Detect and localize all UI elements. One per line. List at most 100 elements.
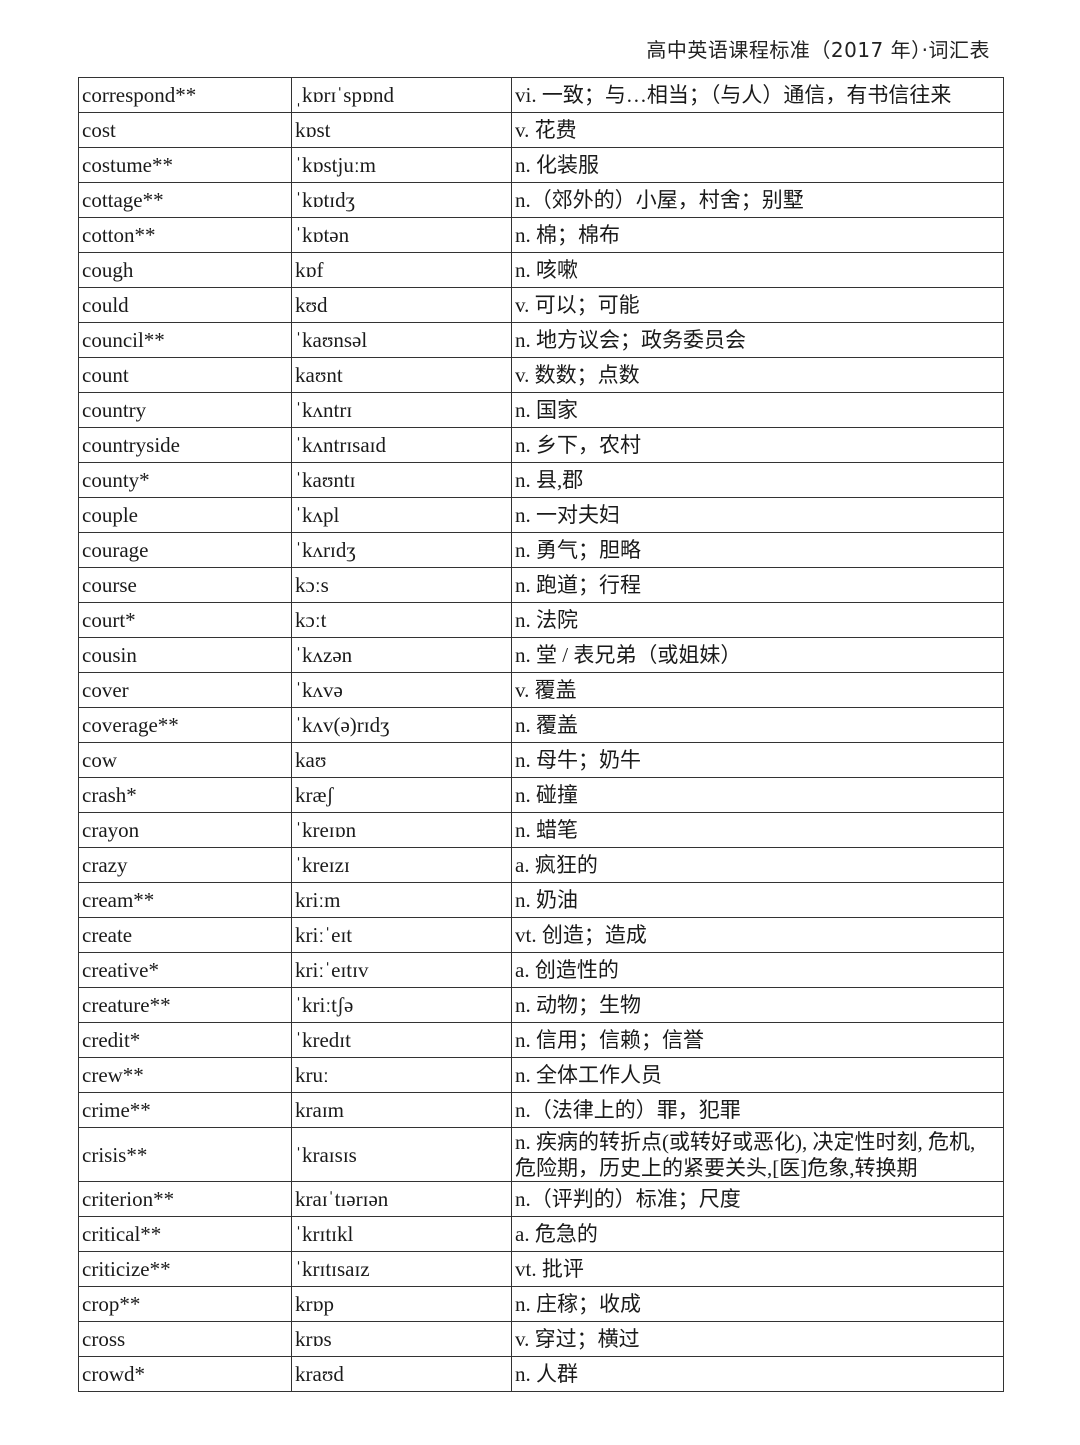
- definition-cell: n. 奶油: [511, 882, 1004, 918]
- definition-cell: v. 覆盖: [511, 672, 1004, 708]
- definition-cell: vt. 创造；造成: [511, 917, 1004, 953]
- table-row: costume** ˈkɒstjuːm n. 化装服: [78, 147, 1004, 183]
- definition-cell: n. 化装服: [511, 147, 1004, 183]
- definition-cell: a. 疯狂的: [511, 847, 1004, 883]
- table-row: cousin ˈkʌzən n. 堂 / 表兄弟（或姐妹）: [78, 637, 1004, 673]
- table-row: credit* ˈkredɪt n. 信用；信赖；信誉: [78, 1022, 1004, 1058]
- word-cell: could: [78, 287, 292, 323]
- phonetic-cell: ˈkʌntrɪsaɪd: [291, 427, 512, 463]
- table-row: council** ˈkaʊnsəl n. 地方议会；政务委员会: [78, 322, 1004, 358]
- word-cell: criticize**: [78, 1251, 292, 1287]
- table-row: create kriːˈeɪt vt. 创造；造成: [78, 917, 1004, 953]
- definition-cell: n. 母牛；奶牛: [511, 742, 1004, 778]
- definition-cell: n. 国家: [511, 392, 1004, 428]
- definition-cell: n. 疾病的转折点(或转好或恶化), 决定性时刻, 危机, 危险期，历史上的紧要…: [511, 1127, 1004, 1182]
- table-row: crime** kraɪm n.（法律上的）罪，犯罪: [78, 1092, 1004, 1128]
- table-row: crowd* kraʊd n. 人群: [78, 1356, 1004, 1392]
- definition-cell: n. 跑道；行程: [511, 567, 1004, 603]
- word-cell: coverage**: [78, 707, 292, 743]
- definition-cell: n. 庄稼；收成: [511, 1286, 1004, 1322]
- word-cell: countryside: [78, 427, 292, 463]
- word-cell: courage: [78, 532, 292, 568]
- phonetic-cell: ˈkaʊnsəl: [291, 322, 512, 358]
- phonetic-cell: kriːˈeɪt: [291, 917, 512, 953]
- phonetic-cell: kaʊ: [291, 742, 512, 778]
- definition-cell: n. 动物；生物: [511, 987, 1004, 1023]
- word-cell: country: [78, 392, 292, 428]
- table-row: course kɔːs n. 跑道；行程: [78, 567, 1004, 603]
- table-row: count kaʊnt v. 数数；点数: [78, 357, 1004, 393]
- word-cell: cough: [78, 252, 292, 288]
- word-cell: course: [78, 567, 292, 603]
- phonetic-cell: kɒst: [291, 112, 512, 148]
- table-row: cough kɒf n. 咳嗽: [78, 252, 1004, 288]
- table-row: creative* kriːˈeɪtɪv a. 创造性的: [78, 952, 1004, 988]
- phonetic-cell: ˈkaʊntɪ: [291, 462, 512, 498]
- definition-cell: a. 创造性的: [511, 952, 1004, 988]
- word-cell: couple: [78, 497, 292, 533]
- table-row: couple ˈkʌpl n. 一对夫妇: [78, 497, 1004, 533]
- phonetic-cell: ˈkredɪt: [291, 1022, 512, 1058]
- phonetic-cell: ˈkɒstjuːm: [291, 147, 512, 183]
- word-cell: cost: [78, 112, 292, 148]
- definition-cell: n. 勇气；胆略: [511, 532, 1004, 568]
- word-cell: cottage**: [78, 182, 292, 218]
- phonetic-cell: kɒf: [291, 252, 512, 288]
- table-row: crayon ˈkreɪɒn n. 蜡笔: [78, 812, 1004, 848]
- definition-cell: n. 全体工作人员: [511, 1057, 1004, 1093]
- table-row: coverage** ˈkʌv(ə)rɪdʒ n. 覆盖: [78, 707, 1004, 743]
- phonetic-cell: ˈkʌv(ə)rɪdʒ: [291, 707, 512, 743]
- word-cell: costume**: [78, 147, 292, 183]
- word-cell: credit*: [78, 1022, 292, 1058]
- definition-cell: n. 覆盖: [511, 707, 1004, 743]
- table-row: cottage** ˈkɒtɪdʒ n.（郊外的）小屋，村舍；别墅: [78, 182, 1004, 218]
- phonetic-cell: kɔːt: [291, 602, 512, 638]
- table-row: crew** kruː n. 全体工作人员: [78, 1057, 1004, 1093]
- word-cell: crime**: [78, 1092, 292, 1128]
- vocabulary-table: correspond** ˌkɒrɪˈspɒnd vi. 一致；与…相当；（与人）通…: [78, 77, 1004, 1392]
- phonetic-cell: ˈkʌrɪdʒ: [291, 532, 512, 568]
- phonetic-cell: ˈkʌzən: [291, 637, 512, 673]
- word-cell: criterion**: [78, 1181, 292, 1217]
- word-cell: count: [78, 357, 292, 393]
- definition-cell: n. 棉；棉布: [511, 217, 1004, 253]
- word-cell: correspond**: [78, 77, 292, 113]
- definition-cell: n. 碰撞: [511, 777, 1004, 813]
- word-cell: creature**: [78, 987, 292, 1023]
- table-row: cotton** ˈkɒtən n. 棉；棉布: [78, 217, 1004, 253]
- word-cell: cow: [78, 742, 292, 778]
- word-cell: crisis**: [78, 1127, 292, 1182]
- table-row: county* ˈkaʊntɪ n. 县,郡: [78, 462, 1004, 498]
- definition-cell: a. 危急的: [511, 1216, 1004, 1252]
- definition-cell: n. 法院: [511, 602, 1004, 638]
- definition-cell: n. 人群: [511, 1356, 1004, 1392]
- phonetic-cell: ˈkrɪtɪsaɪz: [291, 1251, 512, 1287]
- phonetic-cell: kriːm: [291, 882, 512, 918]
- definition-cell: vt. 批评: [511, 1251, 1004, 1287]
- table-row: cost kɒst v. 花费: [78, 112, 1004, 148]
- table-row: cream** kriːm n. 奶油: [78, 882, 1004, 918]
- phonetic-cell: ˈkɒtɪdʒ: [291, 182, 512, 218]
- definition-cell: n. 堂 / 表兄弟（或姐妹）: [511, 637, 1004, 673]
- word-cell: crowd*: [78, 1356, 292, 1392]
- table-row: criticize** ˈkrɪtɪsaɪz vt. 批评: [78, 1251, 1004, 1287]
- definition-cell: v. 花费: [511, 112, 1004, 148]
- phonetic-cell: ˈkreɪɒn: [291, 812, 512, 848]
- definition-cell: n. 县,郡: [511, 462, 1004, 498]
- definition-cell: v. 穿过；横过: [511, 1321, 1004, 1357]
- table-row: countryside ˈkʌntrɪsaɪd n. 乡下，农村: [78, 427, 1004, 463]
- definition-cell: n. 蜡笔: [511, 812, 1004, 848]
- word-cell: crayon: [78, 812, 292, 848]
- definition-cell: v. 可以；可能: [511, 287, 1004, 323]
- definition-cell: n. 信用；信赖；信誉: [511, 1022, 1004, 1058]
- table-row: critical** ˈkrɪtɪkl a. 危急的: [78, 1216, 1004, 1252]
- phonetic-cell: ˌkɒrɪˈspɒnd: [291, 77, 512, 113]
- phonetic-cell: ˈkriːtʃə: [291, 987, 512, 1023]
- word-cell: crop**: [78, 1286, 292, 1322]
- definition-cell: n. 地方议会；政务委员会: [511, 322, 1004, 358]
- table-row: crop** krɒp n. 庄稼；收成: [78, 1286, 1004, 1322]
- word-cell: crash*: [78, 777, 292, 813]
- phonetic-cell: kriːˈeɪtɪv: [291, 952, 512, 988]
- table-row: crazy ˈkreɪzɪ a. 疯狂的: [78, 847, 1004, 883]
- definition-cell: n.（法律上的）罪，犯罪: [511, 1092, 1004, 1128]
